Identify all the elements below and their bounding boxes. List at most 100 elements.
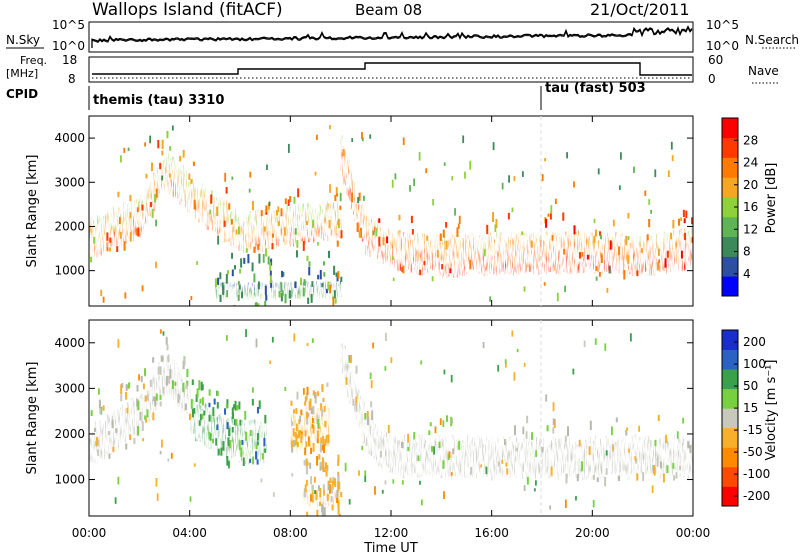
heatmap-cell xyxy=(396,447,399,455)
heatmap-cell xyxy=(130,214,133,222)
heatmap-cell xyxy=(195,181,198,190)
heatmap-cell xyxy=(606,265,609,275)
heatmap-cell xyxy=(552,450,555,459)
heatmap-cell xyxy=(204,403,208,412)
heatmap-cell xyxy=(396,441,399,449)
heatmap-cell xyxy=(118,221,121,230)
heatmap-cell xyxy=(393,248,396,256)
heatmap-cell xyxy=(405,442,408,450)
heatmap-cell xyxy=(104,215,107,224)
heatmap-cell xyxy=(473,263,476,271)
heatmap-cell xyxy=(506,236,509,244)
heatmap-cell xyxy=(323,411,326,421)
heatmap-cell xyxy=(434,258,437,268)
heatmap-cell xyxy=(463,240,467,248)
heatmap-cell xyxy=(224,438,227,445)
heatmap-cell xyxy=(487,265,490,274)
heatmap-cell xyxy=(375,247,378,254)
heatmap-cell xyxy=(290,420,293,428)
heatmap-cell xyxy=(544,264,547,271)
scatter-point xyxy=(323,272,326,277)
heatmap-cell xyxy=(481,241,485,249)
heatmap-cell xyxy=(116,426,119,435)
heatmap-cell xyxy=(418,260,421,267)
scatter-point xyxy=(409,185,411,192)
heatmap-cell xyxy=(409,252,413,260)
heatmap-cell xyxy=(462,260,465,269)
heatmap-cell xyxy=(350,172,353,181)
heatmap-cell xyxy=(646,456,649,464)
heatmap-cell xyxy=(350,383,353,391)
heatmap-cell xyxy=(217,214,220,221)
heatmap-cell xyxy=(324,284,327,289)
heatmap-cell xyxy=(122,418,125,426)
heatmap-cell xyxy=(578,462,581,471)
heatmap-cell xyxy=(155,178,158,185)
heatmap-cell xyxy=(573,472,576,481)
scatter-point xyxy=(612,219,615,227)
heatmap-cell xyxy=(451,234,454,243)
heatmap-cell xyxy=(312,435,315,444)
heatmap-cell xyxy=(391,237,395,246)
heatmap-cell xyxy=(510,232,514,240)
heatmap-cell xyxy=(172,188,175,197)
heatmap-cell xyxy=(415,253,418,261)
heatmap-cell xyxy=(280,230,283,238)
heatmap-cell xyxy=(549,440,552,448)
heatmap-cell xyxy=(270,233,273,242)
heatmap-cell xyxy=(494,465,497,474)
heatmap-cell xyxy=(235,235,238,242)
heatmap-cell xyxy=(444,462,447,472)
heatmap-cell xyxy=(616,264,619,271)
heatmap-cell xyxy=(372,245,375,252)
heatmap-cell xyxy=(303,207,306,216)
heatmap-cell xyxy=(221,207,225,215)
heatmap-cell xyxy=(104,451,107,460)
scatter-point xyxy=(293,196,296,204)
heatmap-cell xyxy=(438,458,442,468)
heatmap-cell xyxy=(112,222,115,231)
heatmap-cell xyxy=(303,236,306,245)
heatmap-cell xyxy=(563,457,566,465)
heatmap-cell xyxy=(450,244,453,253)
scatter-point xyxy=(445,240,448,250)
heatmap-cell xyxy=(657,263,660,270)
heatmap-cell xyxy=(566,456,569,464)
heatmap-cell xyxy=(635,235,638,243)
heatmap-cell xyxy=(492,467,496,476)
heatmap-cell xyxy=(513,253,516,260)
heatmap-cell xyxy=(530,460,533,467)
heatmap-cell xyxy=(318,229,321,236)
heatmap-cell xyxy=(210,407,213,417)
heatmap-cell xyxy=(120,212,124,219)
heatmap-cell xyxy=(249,440,252,448)
heatmap-cell xyxy=(241,284,244,289)
heatmap-cell xyxy=(480,244,483,251)
scatter-point xyxy=(335,187,338,196)
heatmap-cell xyxy=(245,288,248,292)
heatmap-cell xyxy=(152,383,155,390)
heatmap-cell xyxy=(589,256,593,263)
heatmap-cell xyxy=(609,258,612,267)
heatmap-cell xyxy=(151,407,154,417)
heatmap-cell xyxy=(317,210,320,218)
heatmap-cell xyxy=(372,421,375,429)
heatmap-cell xyxy=(634,442,637,451)
heatmap-cell xyxy=(682,252,685,260)
heatmap-cell xyxy=(355,214,359,220)
heatmap-cell xyxy=(167,362,171,369)
scatter-point xyxy=(294,228,297,235)
heatmap-cell xyxy=(144,194,147,203)
heatmap-cell xyxy=(394,457,397,467)
heatmap-cell xyxy=(520,239,523,248)
heatmap-cell xyxy=(257,449,260,456)
heatmap-cell xyxy=(193,403,197,410)
heatmap-cell xyxy=(130,228,133,236)
heatmap-cell xyxy=(108,441,111,450)
heatmap-cell xyxy=(172,172,175,181)
heatmap-cell xyxy=(361,219,364,227)
heatmap-cell xyxy=(163,368,166,375)
heatmap-cell xyxy=(499,247,503,257)
heatmap-cell xyxy=(466,250,469,259)
heatmap-cell xyxy=(545,462,548,471)
